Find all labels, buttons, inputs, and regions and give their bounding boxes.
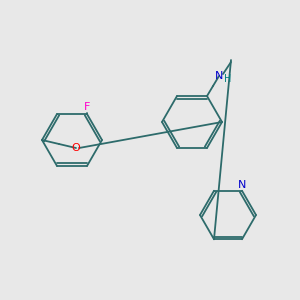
Text: O: O: [72, 143, 80, 153]
Text: H: H: [224, 74, 232, 84]
Text: N: N: [238, 180, 246, 190]
Text: N: N: [215, 71, 223, 81]
Text: F: F: [84, 102, 90, 112]
